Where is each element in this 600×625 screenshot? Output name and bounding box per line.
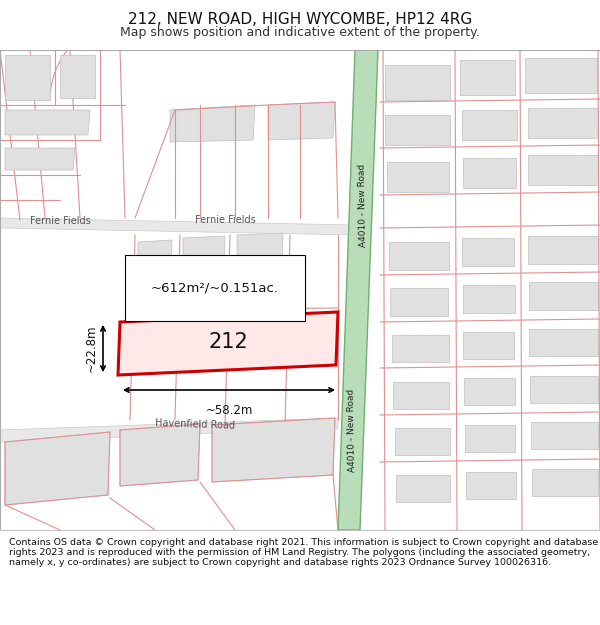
Bar	[463, 285, 515, 313]
Polygon shape	[0, 218, 355, 235]
Text: Havenfield Road: Havenfield Road	[155, 418, 235, 431]
Polygon shape	[120, 424, 200, 486]
Text: Contains OS data © Crown copyright and database right 2021. This information is : Contains OS data © Crown copyright and d…	[9, 538, 598, 568]
Polygon shape	[237, 233, 283, 300]
Bar	[460, 60, 515, 95]
Bar	[396, 475, 450, 502]
Text: ~612m²/~0.151ac.: ~612m²/~0.151ac.	[151, 281, 279, 294]
Bar	[385, 115, 450, 145]
Text: Map shows position and indicative extent of the property.: Map shows position and indicative extent…	[120, 26, 480, 39]
Bar	[389, 242, 449, 270]
Bar	[465, 425, 515, 452]
Bar	[463, 158, 516, 188]
Bar	[529, 282, 598, 310]
Bar	[462, 238, 514, 266]
Text: Fernie Fields: Fernie Fields	[30, 216, 91, 226]
Polygon shape	[5, 432, 110, 505]
Polygon shape	[60, 55, 95, 98]
Polygon shape	[0, 418, 338, 442]
Bar	[387, 162, 449, 192]
Bar	[528, 155, 598, 185]
Bar	[393, 382, 449, 409]
Polygon shape	[118, 312, 338, 375]
Text: Fernie Fields: Fernie Fields	[195, 215, 256, 225]
Bar	[464, 378, 515, 405]
Text: ~58.2m: ~58.2m	[205, 404, 253, 417]
Text: 212, NEW ROAD, HIGH WYCOMBE, HP12 4RG: 212, NEW ROAD, HIGH WYCOMBE, HP12 4RG	[128, 12, 472, 28]
Polygon shape	[170, 105, 255, 142]
Bar	[390, 288, 448, 316]
Polygon shape	[5, 110, 90, 135]
Polygon shape	[5, 148, 75, 170]
Bar	[532, 469, 598, 496]
Bar	[392, 335, 449, 362]
Polygon shape	[183, 236, 225, 302]
Text: 212: 212	[208, 332, 248, 352]
Polygon shape	[5, 55, 50, 100]
Text: A4010 - New Road: A4010 - New Road	[358, 163, 368, 247]
Bar	[463, 332, 514, 359]
Bar	[466, 472, 516, 499]
Bar	[530, 376, 598, 403]
Bar	[531, 422, 598, 449]
Polygon shape	[212, 418, 335, 482]
Bar	[385, 65, 450, 100]
Bar	[528, 236, 598, 264]
Polygon shape	[268, 102, 335, 140]
Bar	[529, 329, 598, 356]
Polygon shape	[338, 50, 378, 530]
Bar	[528, 108, 598, 138]
Bar	[525, 58, 597, 93]
Text: ~22.8m: ~22.8m	[85, 325, 98, 372]
Bar	[395, 428, 450, 455]
Bar	[462, 110, 517, 140]
Polygon shape	[138, 240, 172, 304]
Text: A4010 - New Road: A4010 - New Road	[347, 388, 357, 472]
